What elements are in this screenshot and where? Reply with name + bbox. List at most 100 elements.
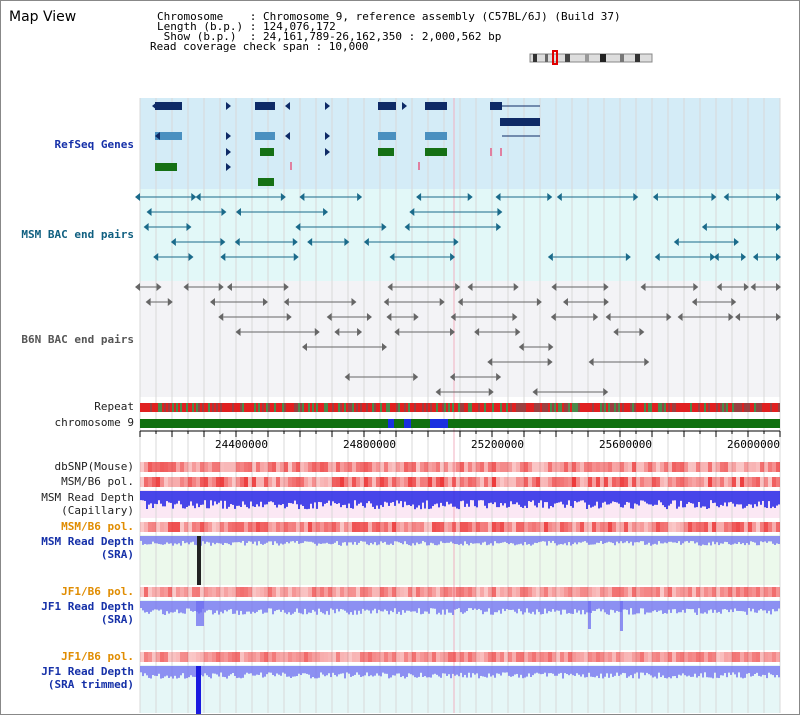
read-depth-bar xyxy=(512,491,514,505)
read-depth-bar xyxy=(524,536,526,543)
read-depth-bar xyxy=(710,666,712,678)
read-depth-bar xyxy=(244,666,246,675)
polymorphism-cell xyxy=(400,522,404,532)
read-depth-bar xyxy=(342,601,344,610)
read-depth-bar xyxy=(358,666,360,675)
read-depth-bar xyxy=(440,536,442,542)
read-depth-bar xyxy=(504,601,506,612)
repeat-mark xyxy=(196,403,198,412)
polymorphism-cell xyxy=(296,477,300,487)
read-depth-bar xyxy=(170,536,172,544)
bac-end xyxy=(357,328,363,336)
repeat-mark xyxy=(758,403,760,412)
read-depth-bar xyxy=(564,601,566,610)
gene-feature xyxy=(255,102,275,110)
polymorphism-cell xyxy=(612,477,616,487)
repeat-mark xyxy=(186,403,188,412)
read-depth-bar xyxy=(660,601,662,611)
bac-end xyxy=(547,358,553,366)
gene-arrow xyxy=(325,132,330,140)
read-depth-bar xyxy=(428,491,430,510)
read-depth-bar xyxy=(616,666,618,673)
read-depth-bar xyxy=(292,536,294,542)
polymorphism-cell xyxy=(692,652,696,662)
polymorphism-cell xyxy=(184,587,188,597)
polymorphism-cell xyxy=(608,462,612,472)
polymorphism-cell xyxy=(580,522,584,532)
read-depth-bar xyxy=(570,491,572,507)
read-depth-bar xyxy=(226,491,228,509)
polymorphism-cell xyxy=(320,522,324,532)
read-depth-bar xyxy=(680,491,682,501)
repeat-mark xyxy=(382,403,384,412)
read-depth-bar xyxy=(370,666,372,676)
read-depth-bar xyxy=(208,536,210,543)
polymorphism-cell xyxy=(384,587,388,597)
read-depth-bar xyxy=(220,601,222,612)
track-label-repeat: Repeat xyxy=(94,400,134,413)
read-depth-bar xyxy=(492,666,494,676)
read-depth-bar xyxy=(686,666,688,677)
polymorphism-cell xyxy=(224,587,228,597)
polymorphism-cell xyxy=(452,522,456,532)
track-label-b6n-bac[interactable]: B6N BAC end pairs xyxy=(21,333,134,346)
read-depth-bar xyxy=(440,601,442,615)
polymorphism-cell xyxy=(704,522,708,532)
read-depth-bar xyxy=(586,601,588,613)
polymorphism-cell xyxy=(512,652,516,662)
chromosome-gap xyxy=(430,419,448,428)
repeat-mark xyxy=(374,403,376,412)
read-depth-bar xyxy=(640,666,642,673)
read-depth-bar xyxy=(416,491,418,508)
read-depth-bar xyxy=(672,536,674,543)
bac-end xyxy=(513,283,519,291)
polymorphism-cell xyxy=(200,587,204,597)
polymorphism-cell xyxy=(416,462,420,472)
repeat-mark xyxy=(564,403,566,412)
read-depth-bar xyxy=(224,601,226,611)
read-depth-bar xyxy=(148,601,150,614)
read-depth-bar xyxy=(562,601,564,610)
repeat-mark xyxy=(548,403,550,412)
read-depth-bar xyxy=(772,666,774,676)
read-depth-bar xyxy=(292,491,294,504)
read-depth-bar xyxy=(378,666,380,676)
read-depth-bar xyxy=(348,601,350,615)
read-depth-bar xyxy=(316,536,318,546)
read-depth-bar xyxy=(688,491,690,503)
repeat-mark xyxy=(402,403,404,412)
read-depth-bar xyxy=(552,491,554,508)
read-depth-bar xyxy=(344,601,346,611)
polymorphism-cell xyxy=(364,462,368,472)
polymorphism-cell xyxy=(200,522,204,532)
polymorphism-cell xyxy=(604,477,608,487)
axis-tick-label: 24800000 xyxy=(343,438,396,451)
read-depth-bar xyxy=(572,491,574,508)
repeat-mark xyxy=(168,403,170,412)
polymorphism-cell xyxy=(176,477,180,487)
track-label-refseq[interactable]: RefSeq Genes xyxy=(54,138,134,151)
polymorphism-cell xyxy=(660,522,664,532)
read-depth-bar xyxy=(584,601,586,615)
read-depth-bar xyxy=(368,601,370,611)
bac-end xyxy=(716,283,722,291)
polymorphism-cell xyxy=(616,462,620,472)
read-depth-bar xyxy=(274,491,276,505)
polymorphism-cell xyxy=(568,587,572,597)
read-depth-bar xyxy=(476,601,478,610)
read-depth-bar xyxy=(762,491,764,501)
read-depth-bar xyxy=(288,491,290,503)
track-label-msm-bac[interactable]: MSM BAC end pairs xyxy=(21,228,134,241)
read-depth-bar xyxy=(222,666,224,677)
read-depth-bar xyxy=(466,601,468,612)
polymorphism-cell xyxy=(524,652,528,662)
polymorphism-cell xyxy=(628,462,632,472)
polymorphism-cell xyxy=(272,522,276,532)
read-depth-bar xyxy=(664,536,666,543)
repeat-mark xyxy=(462,403,464,412)
read-depth-bar xyxy=(212,666,214,674)
read-depth-bar xyxy=(308,536,310,542)
polymorphism-cell xyxy=(396,462,400,472)
polymorphism-cell xyxy=(556,587,560,597)
